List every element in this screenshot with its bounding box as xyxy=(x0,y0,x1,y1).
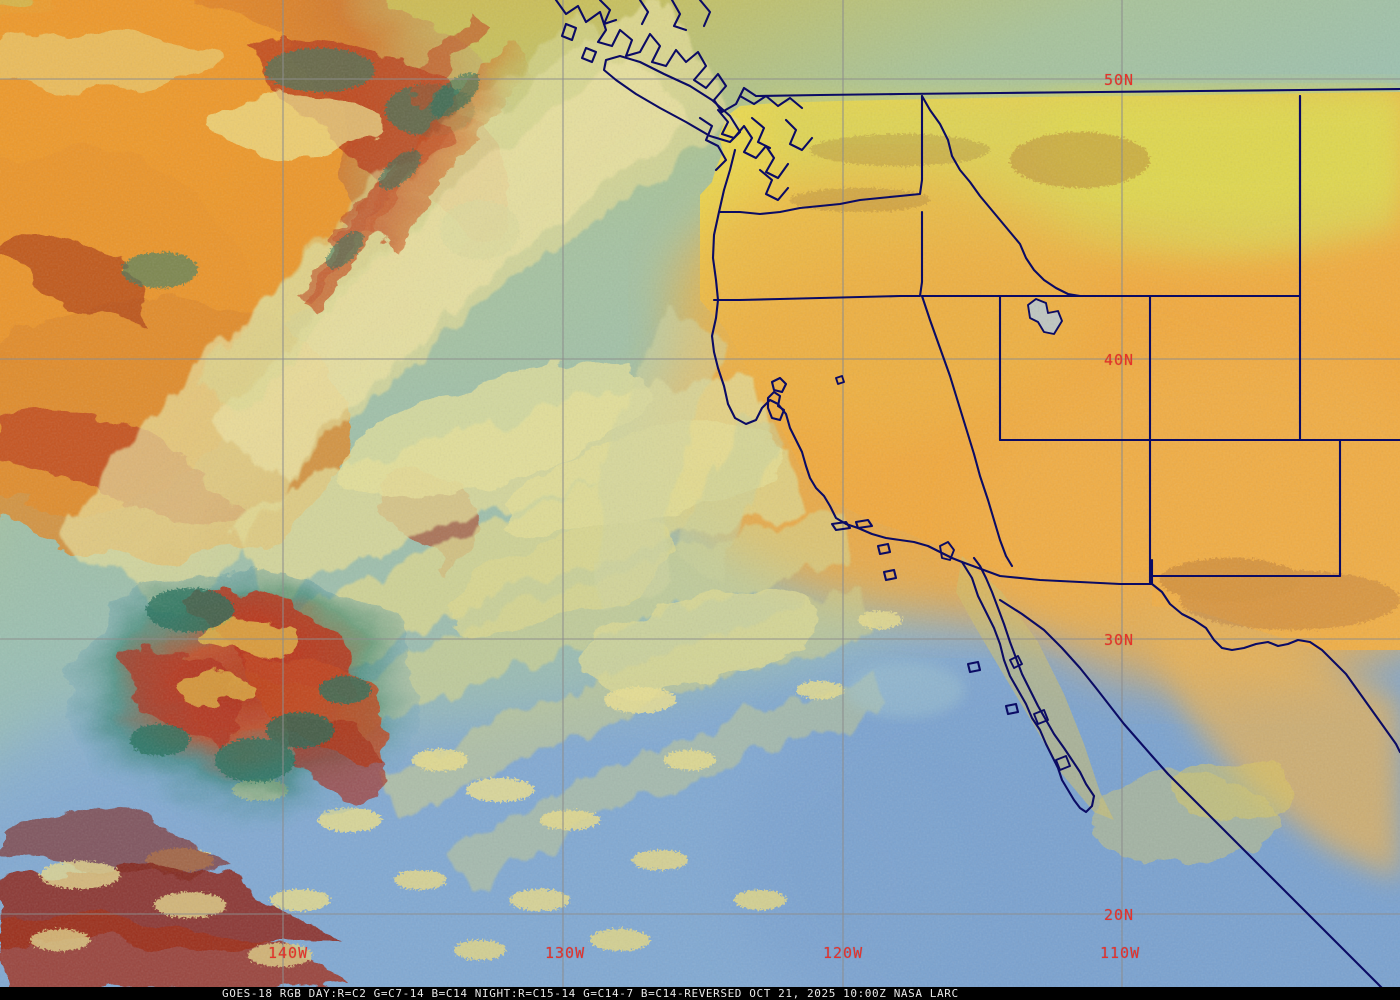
lat-label-30n: 30N xyxy=(1104,631,1135,649)
lat-label-20n: 20N xyxy=(1104,906,1135,924)
geopolitical-overlay xyxy=(554,0,1400,998)
lat-label-50n: 50N xyxy=(1104,71,1135,89)
metadata-banner: GOES-18 RGB DAY:R=C2 G=C7-14 B=C14 NIGHT… xyxy=(0,987,1400,1000)
banner-text: GOES-18 RGB DAY:R=C2 G=C7-14 B=C14 NIGHT… xyxy=(222,987,959,1000)
lat-label-40n: 40N xyxy=(1104,351,1135,369)
lon-label-130w: 130W xyxy=(545,944,586,962)
lon-label-120w: 120W xyxy=(823,944,864,962)
lon-label-140w: 140W xyxy=(268,944,309,962)
lon-label-110w: 110W xyxy=(1100,944,1141,962)
